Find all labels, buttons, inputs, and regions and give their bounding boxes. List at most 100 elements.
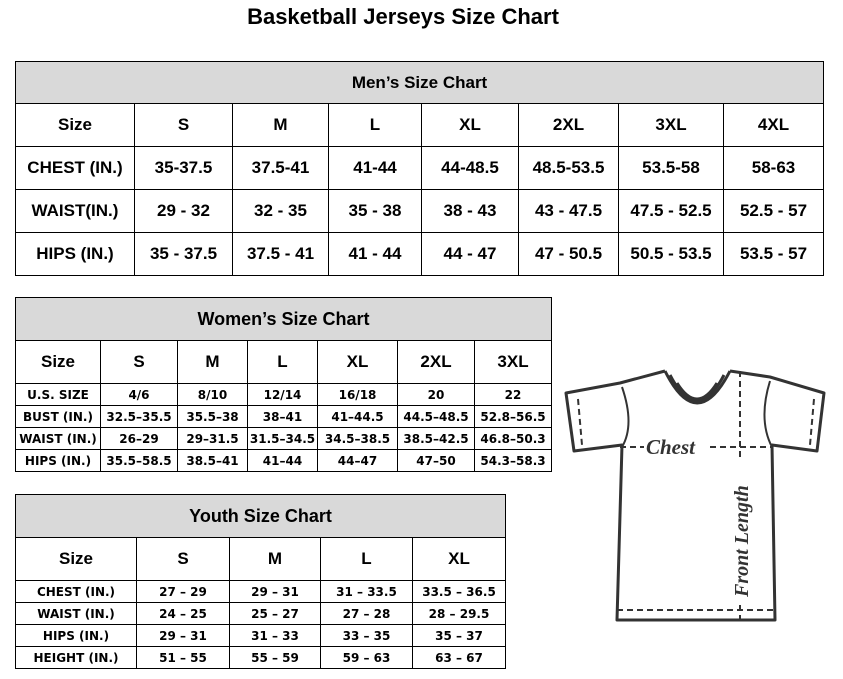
- size-header-cell: 3XL: [618, 103, 724, 147]
- table-cell: 4/6: [100, 383, 178, 406]
- table-cell: 35 - 37.5: [134, 232, 233, 276]
- table-cell: 20: [397, 383, 475, 406]
- table-cell: 55 – 59: [229, 646, 321, 669]
- jersey-diagram-icon: Chest Front Length: [564, 369, 826, 622]
- table-cell: 38.5–41: [177, 449, 248, 472]
- youth-size-table: Youth Size Chart Size S M L XL CHEST (IN.) 27 –…: [14, 494, 507, 669]
- table-cell: 35 - 38: [328, 189, 422, 233]
- table-cell: 41–44: [247, 449, 318, 472]
- table-row: HIPS (IN.) 29 – 31 31 – 33 33 – 35 35 – 37: [15, 624, 507, 647]
- row-label: HIPS (IN.): [15, 624, 137, 647]
- table-cell: 44-48.5: [421, 146, 519, 190]
- size-header-cell: XL: [421, 103, 519, 147]
- table-cell: 16/18: [317, 383, 398, 406]
- size-header-cell: 2XL: [518, 103, 619, 147]
- size-header-cell: L: [247, 340, 318, 384]
- table-cell: 37.5-41: [232, 146, 329, 190]
- men-chart-title: Men’s Size Chart: [14, 61, 825, 104]
- size-header-cell: S: [100, 340, 178, 384]
- table-cell: 37.5 - 41: [232, 232, 329, 276]
- table-cell: 8/10: [177, 383, 248, 406]
- mens-size-table: Men’s Size Chart Size S M L XL 2XL 3XL 4XL CHEST …: [14, 61, 825, 276]
- table-cell: 29–31.5: [177, 427, 248, 450]
- table-cell: 29 - 32: [134, 189, 233, 233]
- size-header-row: Size S M L XL 2XL 3XL 4XL: [15, 103, 825, 147]
- table-cell: 51 – 55: [136, 646, 230, 669]
- table-cell: 32.5–35.5: [100, 405, 178, 428]
- size-header-cell: S: [134, 103, 233, 147]
- table-cell: 35 – 37: [411, 624, 507, 647]
- table-cell: 46.8–50.3: [473, 427, 553, 450]
- table-cell: 44 - 47: [421, 232, 519, 276]
- table-cell: 31 – 33.5: [320, 580, 413, 603]
- table-row: U.S. SIZE 4/6 8/10 12/14 16/18 20 22: [15, 383, 553, 406]
- table-cell: 58-63: [722, 146, 825, 190]
- page-title: Basketball Jerseys Size Chart: [247, 4, 559, 29]
- table-cell: 52.8–56.5: [473, 405, 553, 428]
- size-header-row: Size S M L XL 2XL 3XL: [15, 340, 553, 384]
- size-header-cell: 2XL: [397, 340, 475, 384]
- size-header-cell: Size: [15, 340, 101, 384]
- size-header-cell: 4XL: [722, 103, 825, 147]
- table-cell: 41–44.5: [317, 405, 398, 428]
- table-cell: 33.5 – 36.5: [411, 580, 507, 603]
- size-header-cell: M: [177, 340, 248, 384]
- table-cell: 35-37.5: [134, 146, 233, 190]
- row-label: WAIST(IN.): [15, 189, 135, 233]
- size-header-cell: Size: [15, 103, 135, 147]
- table-row: HIPS (IN.) 35 - 37.5 37.5 - 41 41 - 44 44 - …: [15, 232, 825, 276]
- table-row: BUST (IN.) 32.5–35.5 35.5–38 38–41 41–44.5 44…: [15, 405, 553, 428]
- table-cell: 25 – 27: [229, 602, 321, 625]
- table-cell: 52.5 - 57: [722, 189, 825, 233]
- table-cell: 27 – 28: [320, 602, 413, 625]
- table-row: CHEST (IN.) 35-37.5 37.5-41 41-44 44-48.5 48.…: [15, 146, 825, 190]
- table-row: HEIGHT (IN.) 51 – 55 55 – 59 59 – 63 63 – 67: [15, 646, 507, 669]
- size-header-row: Size S M L XL: [15, 537, 507, 581]
- table-cell: 27 – 29: [136, 580, 230, 603]
- table-row: WAIST (IN.) 26–29 29–31.5 31.5–34.5 34.5–38.…: [15, 427, 553, 450]
- row-label: BUST (IN.): [15, 405, 101, 428]
- table-cell: 34.5–38.5: [317, 427, 398, 450]
- table-cell: 47.5 - 52.5: [618, 189, 724, 233]
- table-row: HIPS (IN.) 35.5–58.5 38.5–41 41–44 44–47 47–5…: [15, 449, 553, 472]
- table-cell: 41 - 44: [328, 232, 422, 276]
- table-cell: 32 - 35: [232, 189, 329, 233]
- table-cell: 29 – 31: [229, 580, 321, 603]
- size-header-cell: Size: [15, 537, 137, 581]
- table-cell: 24 – 25: [136, 602, 230, 625]
- table-cell: 63 – 67: [411, 646, 507, 669]
- table-cell: 26–29: [100, 427, 178, 450]
- table-cell: 22: [473, 383, 553, 406]
- table-cell: 28 – 29.5: [411, 602, 507, 625]
- table-cell: 50.5 - 53.5: [618, 232, 724, 276]
- table-row: WAIST (IN.) 24 – 25 25 – 27 27 – 28 28 – 29.…: [15, 602, 507, 625]
- table-cell: 38 - 43: [421, 189, 519, 233]
- size-header-cell: 3XL: [473, 340, 553, 384]
- size-header-cell: M: [232, 103, 329, 147]
- table-cell: 31 – 33: [229, 624, 321, 647]
- table-cell: 43 - 47.5: [518, 189, 619, 233]
- women-chart-title: Women’s Size Chart: [14, 297, 553, 341]
- table-cell: 35.5–58.5: [100, 449, 178, 472]
- table-cell: 53.5 - 57: [722, 232, 825, 276]
- table-cell: 12/14: [247, 383, 318, 406]
- table-cell: 53.5-58: [618, 146, 724, 190]
- youth-chart-title: Youth Size Chart: [14, 494, 507, 538]
- row-label: CHEST (IN.): [15, 580, 137, 603]
- table-row: WAIST(IN.) 29 - 32 32 - 35 35 - 38 38 - 43 43…: [15, 189, 825, 233]
- size-header-cell: XL: [411, 537, 507, 581]
- size-header-cell: XL: [317, 340, 398, 384]
- front-length-label: Front Length: [731, 485, 753, 598]
- row-label: CHEST (IN.): [15, 146, 135, 190]
- table-cell: 35.5–38: [177, 405, 248, 428]
- row-label: WAIST (IN.): [15, 602, 137, 625]
- table-cell: 44.5–48.5: [397, 405, 475, 428]
- table-cell: 59 – 63: [320, 646, 413, 669]
- size-header-cell: L: [328, 103, 422, 147]
- table-cell: 44–47: [317, 449, 398, 472]
- row-label: U.S. SIZE: [15, 383, 101, 406]
- table-cell: 54.3–58.3: [473, 449, 553, 472]
- table-cell: 47 - 50.5: [518, 232, 619, 276]
- table-cell: 47–50: [397, 449, 475, 472]
- table-row: CHEST (IN.) 27 – 29 29 – 31 31 – 33.5 33.5 –…: [15, 580, 507, 603]
